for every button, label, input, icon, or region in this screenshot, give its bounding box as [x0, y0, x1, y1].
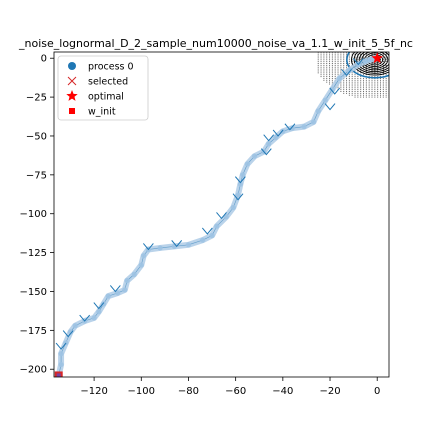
legend-label: w_init — [88, 107, 116, 118]
selected-marker — [341, 69, 352, 77]
process-point — [67, 329, 74, 335]
y-tick-label: −50 — [26, 131, 47, 142]
process-point — [244, 161, 251, 167]
selected-marker — [109, 285, 121, 293]
plot-frame — [53, 51, 390, 378]
y-tick-label: 0 — [41, 54, 47, 65]
process-point — [346, 68, 352, 74]
process-point — [115, 290, 121, 296]
selected-marker — [55, 342, 67, 350]
x-tick-label: −120 — [80, 386, 107, 397]
legend-label: process 0 — [88, 62, 134, 73]
y-tick-label: −175 — [20, 326, 47, 337]
legend: process 0 selected optimal w_init — [57, 55, 149, 121]
w-init-overlap — [56, 373, 61, 377]
selected-marker — [329, 87, 341, 95]
process-point — [230, 204, 236, 211]
y-tick-label: −75 — [26, 170, 47, 181]
process-point — [122, 287, 128, 293]
selected-marker — [260, 148, 272, 156]
selected-marker — [79, 314, 91, 322]
process-point — [214, 223, 220, 229]
process-point — [329, 86, 335, 92]
process-point — [310, 119, 317, 125]
y-tick-label: −200 — [20, 365, 47, 376]
process-point — [157, 245, 163, 251]
selected-marker — [216, 212, 227, 220]
process-point — [200, 237, 206, 243]
process-point — [362, 58, 369, 64]
process-point — [138, 262, 144, 268]
plot-area — [54, 52, 389, 377]
process-point — [124, 277, 130, 284]
process-point — [273, 134, 279, 141]
process-point — [266, 141, 272, 147]
process-point — [131, 271, 137, 277]
selected-marker — [171, 240, 183, 248]
selected-marker — [142, 243, 154, 251]
x-tick-label: −80 — [178, 386, 199, 397]
process-point — [251, 153, 258, 159]
process-point — [58, 351, 64, 357]
selected-marker — [324, 103, 336, 111]
selected-marker — [234, 176, 246, 184]
process-point — [96, 309, 102, 315]
chart-title: _noise_lognormal_D_2_sample_num10000_noi… — [18, 37, 413, 50]
y-tick-label: −25 — [26, 93, 47, 104]
y-axis: 0 −25 −50 −75 −100 −125 −150 −175 −200 — [20, 54, 54, 376]
process-point — [367, 57, 373, 63]
x-axis: −120 −100 −80 −60 −40 −20 0 — [80, 377, 380, 397]
process-point — [209, 232, 215, 239]
optimal-star — [371, 52, 383, 64]
process-point — [223, 214, 229, 220]
process-point — [235, 192, 241, 198]
process-point — [336, 75, 343, 82]
process-point — [141, 253, 147, 259]
legend-marker-w-init — [69, 108, 75, 114]
x-tick-label: 0 — [374, 386, 380, 397]
process-point — [185, 242, 192, 248]
legend-label: selected — [88, 77, 128, 88]
process-point — [72, 323, 78, 329]
selected-marker — [93, 302, 105, 310]
y-tick-label: −150 — [20, 287, 47, 298]
legend-box — [57, 55, 149, 121]
process-point — [289, 125, 295, 131]
legend-marker-process — [68, 62, 76, 70]
selected-marker — [272, 129, 284, 137]
process-point — [58, 361, 64, 368]
process-point — [322, 97, 328, 103]
x-tick-label: −100 — [128, 386, 155, 397]
selected-marker — [284, 123, 296, 131]
selected-marker — [263, 134, 275, 142]
x-tick-label: −20 — [319, 386, 340, 397]
selected-marker — [62, 330, 74, 338]
legend-marker-selected — [67, 76, 77, 86]
selected-marker — [201, 227, 213, 235]
process-point — [105, 293, 111, 299]
x-tick-label: −40 — [272, 386, 293, 397]
y-tick-label: −125 — [20, 248, 47, 259]
selected-marker — [232, 193, 244, 201]
process-point — [315, 108, 321, 114]
selected-marker — [352, 58, 364, 66]
process-point — [237, 181, 243, 187]
process-point — [91, 315, 97, 321]
y-tick-label: −100 — [20, 209, 47, 220]
x-tick-label: −60 — [225, 386, 246, 397]
legend-label: optimal — [88, 92, 124, 103]
legend-marker-optimal — [66, 90, 78, 101]
process-point — [240, 172, 246, 178]
process-point — [301, 124, 307, 130]
